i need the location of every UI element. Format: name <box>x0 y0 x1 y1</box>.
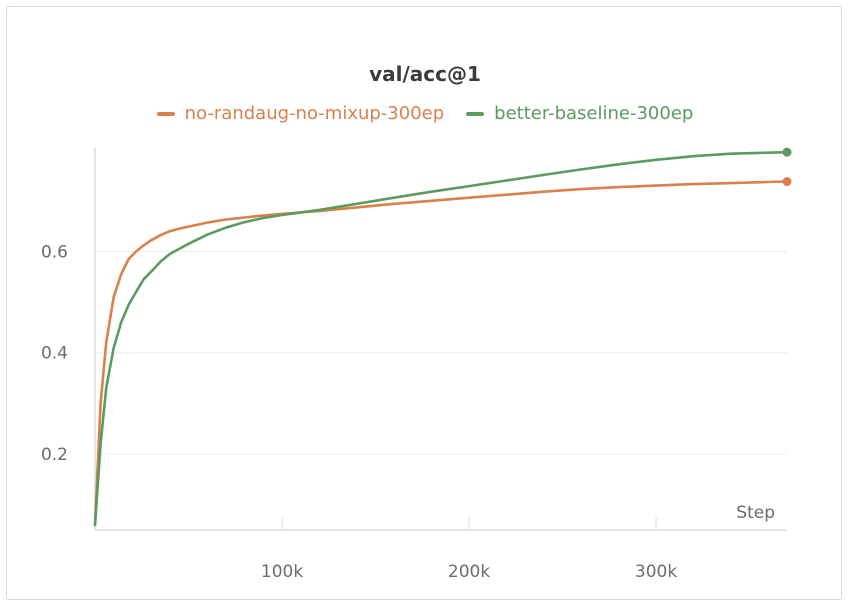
series-end-marker-0[interactable] <box>783 177 792 186</box>
y-tick-label: 0.6 <box>41 242 68 262</box>
series-line-1[interactable] <box>95 152 787 525</box>
x-tick-label: 300k <box>635 562 677 582</box>
y-tick-label: 0.2 <box>41 445 68 465</box>
series-end-marker-1[interactable] <box>783 148 792 157</box>
y-tick-label: 0.4 <box>41 344 68 364</box>
x-tick-label: 100k <box>261 562 303 582</box>
x-tick-label: 200k <box>448 562 490 582</box>
x-axis-label: Step <box>736 503 775 523</box>
